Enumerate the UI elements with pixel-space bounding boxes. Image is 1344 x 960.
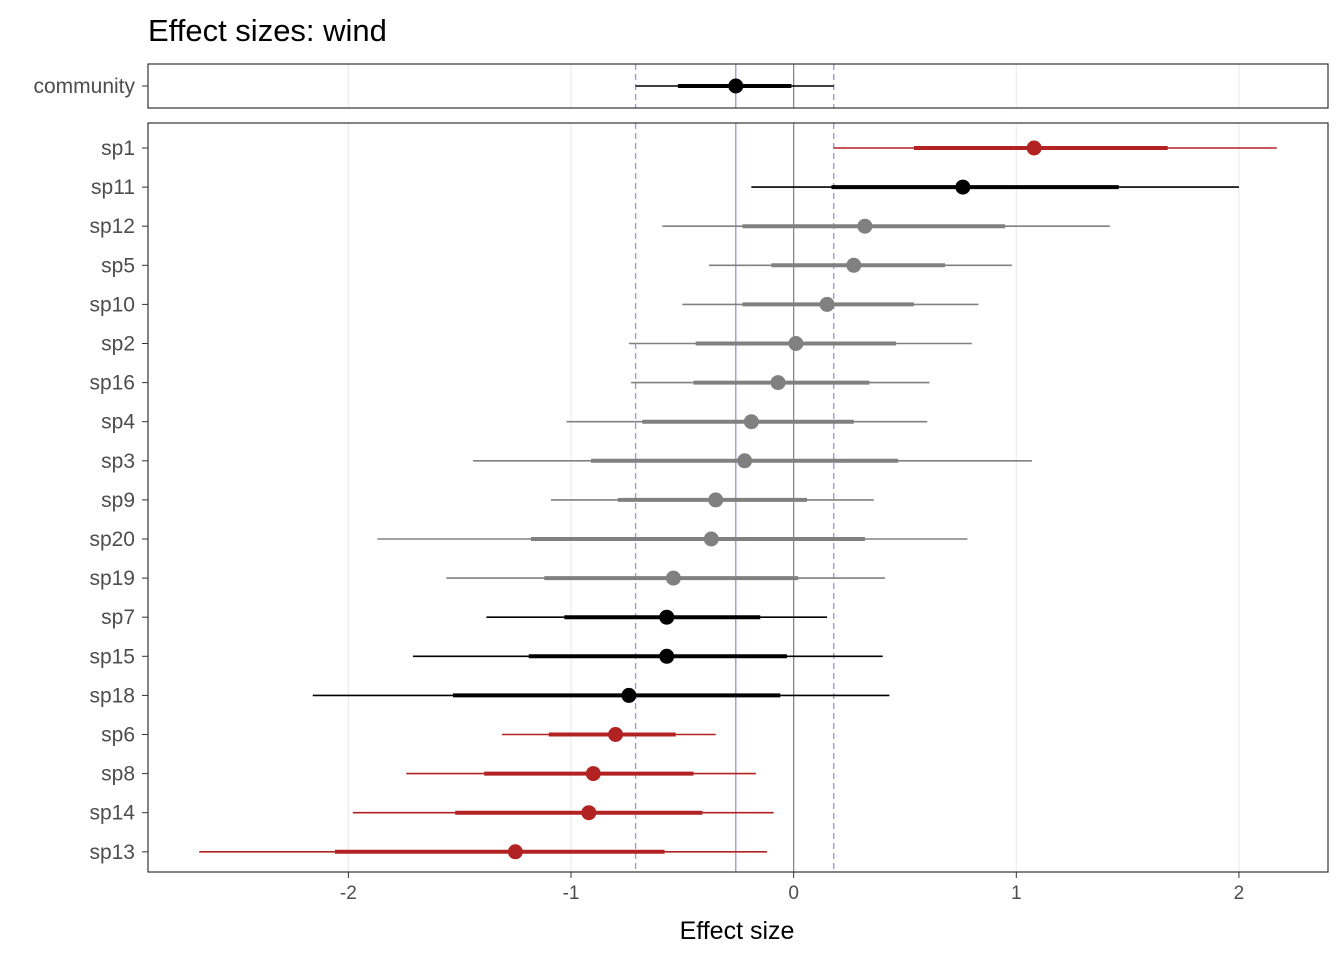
x-tick-label-4: 2: [1234, 883, 1245, 904]
row-sp8-point: [585, 766, 601, 782]
x-tick-label-2: 0: [788, 883, 799, 904]
species-panel: sp1 sp11 sp12 sp5 sp10 sp2 sp16 sp4 sp3 sp9 sp20 sp…: [89, 122, 1329, 873]
row-sp15-label: sp15: [89, 645, 135, 668]
row-sp16-point: [770, 375, 786, 391]
row-sp1-point: [1026, 140, 1042, 156]
row-sp13-label: sp13: [89, 841, 135, 864]
row-sp18-point: [621, 687, 637, 703]
chart-title: Effect sizes: wind: [148, 13, 387, 48]
community-point: [728, 78, 744, 94]
row-sp18-label: sp18: [89, 684, 135, 707]
row-sp12-point: [857, 218, 873, 234]
row-sp6-label: sp6: [101, 724, 135, 747]
x-axis-label: Effect size: [680, 917, 795, 945]
row-sp20-label: sp20: [89, 528, 135, 551]
row-sp19-point: [665, 570, 681, 586]
row-sp16-label: sp16: [89, 372, 135, 395]
row-sp2-label: sp2: [101, 333, 135, 356]
row-sp11-label: sp11: [91, 176, 135, 199]
row-sp4-label: sp4: [101, 411, 135, 434]
row-sp5-point: [846, 257, 862, 273]
row-sp1-label: sp1: [101, 137, 135, 160]
row-sp10-label: sp10: [89, 293, 135, 316]
row-sp10-point: [819, 296, 835, 312]
x-tick-label-3: 1: [1011, 883, 1022, 904]
row-sp3-label: sp3: [101, 450, 135, 473]
row-sp19-label: sp19: [89, 567, 135, 590]
row-sp5-label: sp5: [101, 254, 135, 277]
row-sp12-label: sp12: [89, 215, 135, 238]
species-panel-background: [148, 123, 1328, 872]
row-sp9-label: sp9: [101, 489, 135, 512]
row-sp7-point: [659, 609, 675, 625]
community-panel: community: [33, 63, 1329, 109]
row-sp7-label: sp7: [101, 606, 135, 629]
row-sp9-point: [708, 492, 724, 508]
row-sp14-point: [581, 805, 597, 821]
row-sp4-point: [743, 414, 759, 430]
row-sp2-point: [788, 336, 804, 351]
row-sp15-point: [659, 648, 675, 664]
x-tick-label-1: -1: [563, 883, 580, 904]
row-sp6-point: [608, 727, 624, 742]
row-sp8-label: sp8: [101, 763, 135, 786]
row-sp11-point: [955, 179, 971, 195]
species-panel-border: [147, 122, 1329, 873]
row-sp20-point: [703, 531, 719, 547]
community-panel-border: [147, 63, 1329, 109]
row-sp3-point: [737, 453, 753, 469]
row-sp13-point: [507, 844, 523, 860]
x-axis: -2 -1 0 1 2: [340, 872, 1244, 904]
row-sp14-label: sp14: [89, 802, 135, 825]
x-tick-label-0: -2: [340, 883, 357, 904]
community-label: community: [33, 75, 135, 98]
